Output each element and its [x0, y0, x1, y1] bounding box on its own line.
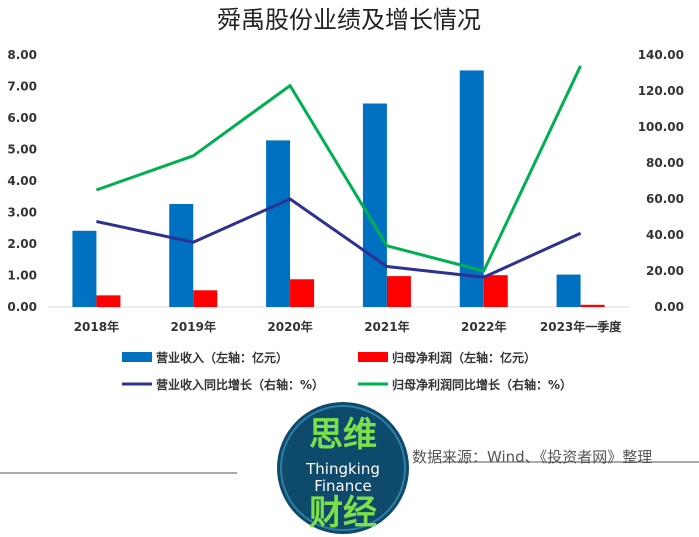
right-tick-label: 60.00 — [646, 192, 684, 206]
line-profit-growth — [95, 65, 582, 273]
left-tick-label: 4.00 — [7, 174, 37, 188]
legend: 营业收入（左轴：亿元） 归母净利润（左轴：亿元） 营业收入同比增长（右轴：%） … — [122, 350, 572, 392]
logo-ring — [280, 405, 406, 531]
bar-revenue — [362, 103, 387, 307]
legend-swatch-revenue — [122, 352, 152, 362]
logo-line1-text: Thingking — [305, 460, 380, 478]
bar-net-profit — [386, 276, 411, 307]
right-tick-label: 40.00 — [646, 228, 684, 242]
right-tick-label: 0.00 — [654, 300, 684, 314]
bar-revenue — [72, 230, 97, 307]
left-tick-label: 6.00 — [7, 111, 37, 125]
right-tick-label: 20.00 — [646, 264, 684, 278]
category-label: 2020年 — [267, 319, 312, 334]
logo-line2-text: Finance — [314, 477, 371, 495]
legend-label-profit: 归母净利润（左轴：亿元） — [392, 350, 536, 365]
chart-title: 舜禹股份业绩及增长情况 — [217, 6, 481, 34]
left-axis: 0.00 1.00 2.00 3.00 4.00 5.00 6.00 7.00 8.00 — [7, 48, 37, 314]
line-revenue-growth — [96, 197, 582, 279]
left-tick-label: 2.00 — [7, 237, 37, 251]
x-axis-labels: 2018年 2019年 2020年 2021年 2022年 2023年一季度 — [74, 319, 623, 334]
bar-revenue — [266, 140, 291, 307]
left-tick-label: 1.00 — [7, 269, 37, 283]
logo-bottom-text: 财经 — [309, 493, 377, 533]
right-tick-label: 80.00 — [646, 156, 684, 170]
left-tick-label: 3.00 — [7, 206, 37, 220]
logo-circle — [277, 402, 409, 534]
source-text: 数据来源：Wind、《投资者网》整理 — [412, 448, 652, 466]
bar-net-profit — [483, 275, 508, 307]
lines — [95, 65, 582, 279]
right-axis: 0.00 20.00 40.00 60.00 80.00 100.00 120.00 140.… — [638, 48, 684, 314]
bar-net-profit — [290, 279, 315, 307]
logo-top-text: 思维 — [309, 415, 377, 455]
legend-label-revenue: 营业收入（左轴：亿元） — [156, 350, 288, 365]
legend-swatch-profit — [358, 352, 388, 362]
category-label: 2022年 — [461, 319, 506, 334]
right-tick-label: 100.00 — [638, 120, 684, 134]
logo: 思维 Thingking Finance 财经 — [277, 402, 409, 534]
bar-net-profit — [580, 304, 605, 307]
bar-net-profit — [193, 290, 218, 307]
bar-revenue — [556, 274, 581, 307]
legend-label-revenue-growth: 营业收入同比增长（右轴：%） — [156, 377, 324, 392]
left-tick-label: 7.00 — [7, 80, 37, 94]
right-tick-label: 120.00 — [638, 84, 684, 98]
bars — [72, 70, 605, 307]
right-tick-label: 140.00 — [638, 48, 684, 62]
left-tick-label: 5.00 — [7, 143, 37, 157]
left-tick-label: 8.00 — [7, 48, 37, 62]
category-label: 2023年一季度 — [540, 319, 622, 334]
category-label: 2019年 — [171, 319, 216, 334]
bar-net-profit — [96, 295, 121, 307]
category-label: 2018年 — [74, 319, 119, 334]
left-tick-label: 0.00 — [7, 300, 37, 314]
category-label: 2021年 — [364, 319, 409, 334]
bar-revenue — [169, 203, 194, 307]
legend-label-profit-growth: 归母净利润同比增长（右轴：%） — [392, 377, 572, 392]
